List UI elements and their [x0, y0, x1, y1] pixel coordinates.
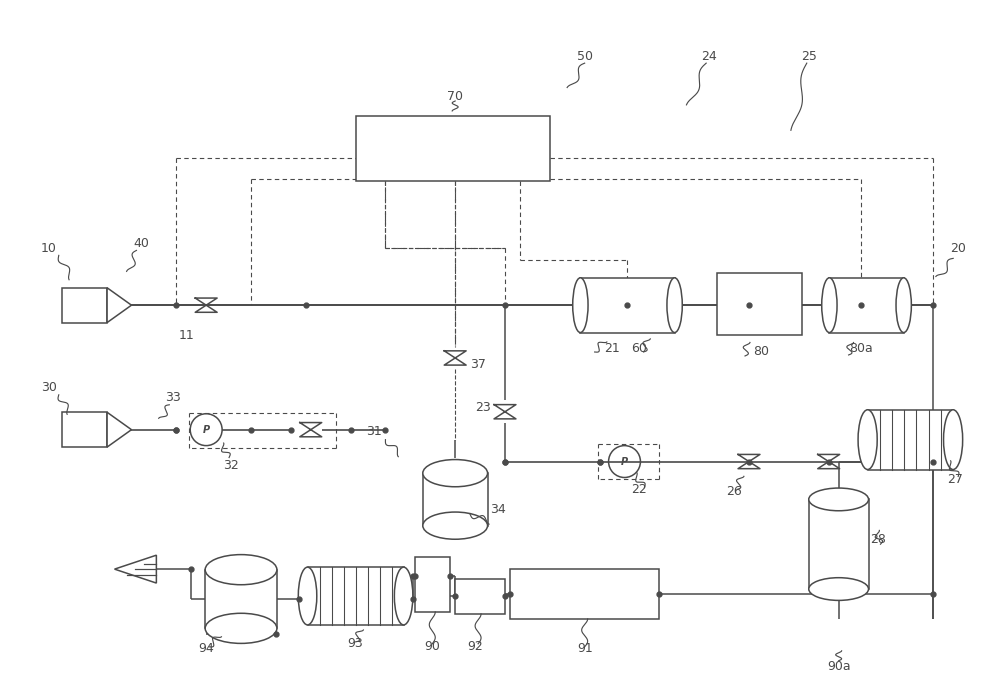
Polygon shape [107, 412, 131, 447]
Bar [62, 288, 107, 323]
Ellipse shape [423, 459, 488, 487]
Bar [62, 412, 107, 447]
Bar [580, 278, 675, 333]
Text: 27: 27 [947, 473, 963, 486]
Ellipse shape [205, 554, 277, 585]
Ellipse shape [809, 577, 869, 600]
Ellipse shape [298, 567, 317, 625]
Text: 22: 22 [632, 483, 647, 496]
Text: 94: 94 [198, 642, 214, 655]
Text: 80a: 80a [849, 342, 872, 354]
Ellipse shape [822, 278, 837, 333]
Text: 60: 60 [632, 342, 647, 354]
Bar [868, 410, 953, 470]
Ellipse shape [205, 613, 277, 643]
Text: 93: 93 [348, 637, 363, 650]
Ellipse shape [809, 488, 869, 511]
Text: 25: 25 [801, 50, 817, 63]
Text: 11: 11 [178, 329, 194, 342]
Ellipse shape [944, 410, 963, 470]
Text: 90a: 90a [827, 661, 850, 673]
Bar [356, 116, 550, 180]
Ellipse shape [858, 410, 877, 470]
Ellipse shape [573, 278, 588, 333]
Text: P: P [203, 425, 210, 435]
Ellipse shape [423, 512, 488, 539]
Text: 24: 24 [701, 50, 717, 63]
Bar [308, 567, 404, 625]
Bar [205, 570, 277, 628]
Text: 30: 30 [41, 382, 57, 394]
Text: 80: 80 [753, 345, 769, 359]
Ellipse shape [896, 278, 911, 333]
Text: 32: 32 [223, 459, 239, 472]
Text: 21: 21 [604, 342, 619, 354]
Text: 26: 26 [726, 485, 742, 498]
Text: 20: 20 [950, 242, 966, 255]
Text: 34: 34 [490, 503, 506, 516]
Bar [717, 273, 802, 335]
Text: 90: 90 [424, 640, 440, 654]
Bar [455, 579, 505, 614]
Polygon shape [107, 288, 131, 323]
Text: 10: 10 [41, 242, 57, 255]
Bar [415, 557, 450, 612]
Ellipse shape [667, 278, 682, 333]
Bar [809, 499, 869, 589]
Text: 33: 33 [165, 391, 181, 404]
Text: 70: 70 [447, 89, 463, 103]
Bar [510, 569, 659, 619]
Text: 37: 37 [470, 359, 486, 371]
Text: 23: 23 [475, 401, 491, 415]
Text: 28: 28 [871, 533, 886, 546]
Text: 40: 40 [133, 237, 149, 250]
Bar [423, 473, 488, 526]
Text: P: P [621, 456, 628, 466]
Text: 91: 91 [577, 642, 593, 655]
Bar [829, 278, 904, 333]
Text: 31: 31 [366, 425, 381, 438]
Text: 92: 92 [467, 640, 483, 654]
Polygon shape [115, 555, 156, 583]
Ellipse shape [394, 567, 413, 625]
Text: 50: 50 [577, 50, 593, 63]
